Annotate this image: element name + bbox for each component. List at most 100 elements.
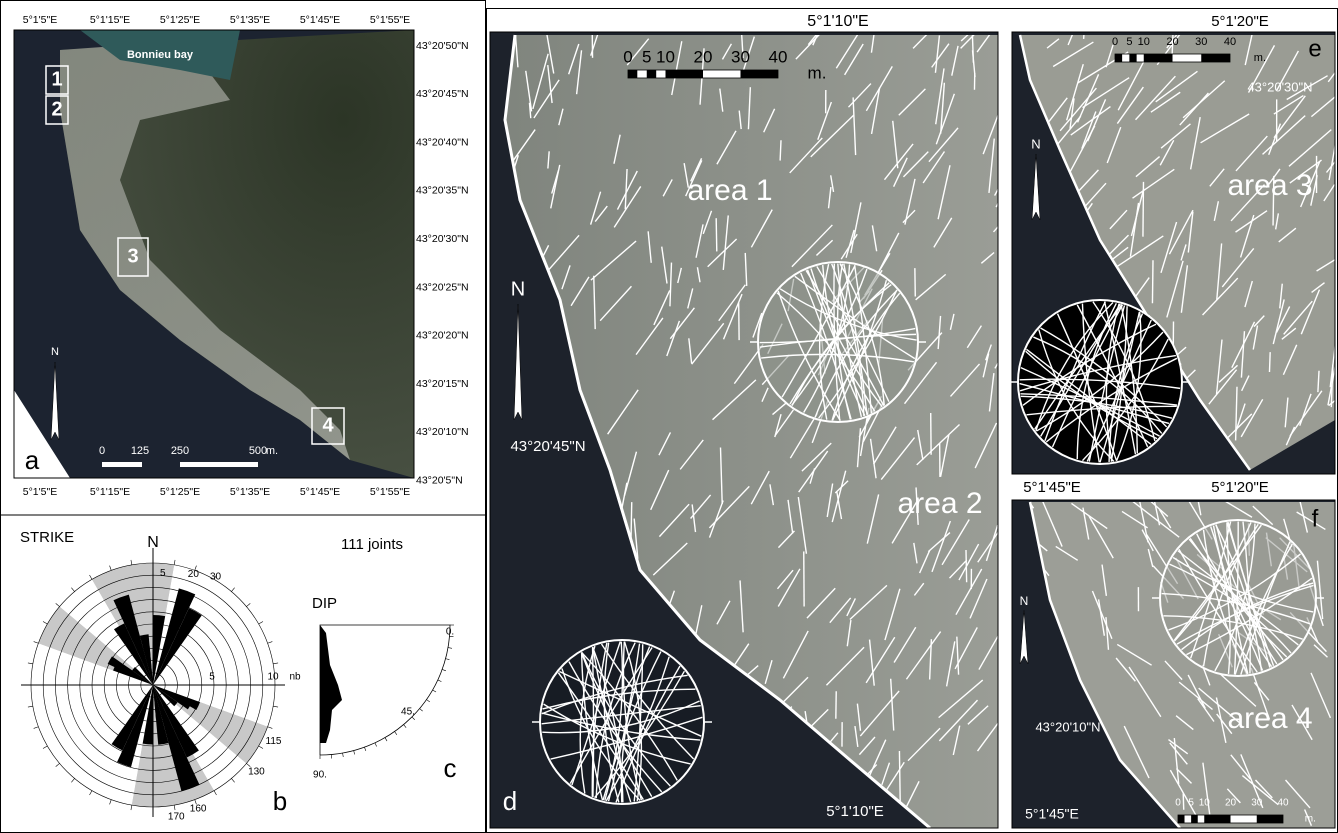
scale-label: m. xyxy=(808,63,827,82)
dip-tick xyxy=(375,743,377,747)
latitude-label: 43°20'30"N xyxy=(416,233,469,245)
dip-tick xyxy=(446,659,450,660)
scale-bar xyxy=(741,70,779,78)
dip-tick xyxy=(343,753,344,757)
rose-tick xyxy=(28,663,33,664)
latitude-label: 43°20'45"N xyxy=(416,88,469,100)
rose-tick xyxy=(131,560,132,565)
rose-tick xyxy=(56,763,60,766)
rose-tick xyxy=(71,588,74,592)
dip-title: DIP xyxy=(312,595,337,612)
dip-tick xyxy=(420,709,423,712)
radius-label: 10 xyxy=(267,672,279,683)
scale-label: 40 xyxy=(769,47,788,66)
longitude-label: 5°1'55"E xyxy=(370,486,410,498)
scale-label: 40 xyxy=(1277,798,1289,809)
rose-tick xyxy=(246,603,250,606)
longitude-label: 5°1'35"E xyxy=(230,486,270,498)
longitude-label: 5°1'25"E xyxy=(160,14,200,26)
strike-label: 5 xyxy=(160,568,166,579)
dip-tick xyxy=(448,648,452,649)
rose-tick xyxy=(268,642,273,644)
scale-bar xyxy=(1115,54,1122,62)
dip-tick xyxy=(385,738,387,741)
longitude-label: 5°1'45"E xyxy=(1023,479,1081,496)
dip-label: 45. xyxy=(401,707,415,718)
scale-label: 20 xyxy=(694,47,713,66)
radius-label: 5 xyxy=(209,672,215,683)
scale-label: 10 xyxy=(1199,798,1211,809)
longitude-label: 5°1'45"E xyxy=(300,486,340,498)
fracture xyxy=(716,218,717,251)
longitude-label: 5°1'15"E xyxy=(90,486,130,498)
longitude-label: 5°1'10"E xyxy=(826,803,884,820)
rose-tick xyxy=(259,622,263,625)
scale-label: 500 xyxy=(249,445,267,457)
site-label: 3 xyxy=(127,245,138,267)
rose-tick xyxy=(110,800,112,805)
rose-tick xyxy=(43,622,47,625)
north-arrow: N xyxy=(1031,136,1040,151)
dip-label: 90. xyxy=(313,770,327,781)
rose-tick xyxy=(231,778,234,782)
longitude-label: 5°1'45"E xyxy=(300,14,340,26)
latitude-label: 43°20'10"N xyxy=(416,426,469,438)
scale-bar xyxy=(1178,815,1185,823)
joint-count: 111 joints xyxy=(341,536,403,553)
fracture xyxy=(966,550,967,582)
north-arrow: N xyxy=(511,278,525,300)
scale-label: 125 xyxy=(131,445,149,457)
latitude-label: 43°20'10"N xyxy=(1035,719,1100,734)
scale-bar xyxy=(628,70,637,78)
scale-label: 0 xyxy=(1112,36,1118,48)
dip-frame xyxy=(320,625,450,755)
dip-tick xyxy=(438,680,442,682)
dip-diagram xyxy=(320,625,454,759)
rose-tick xyxy=(43,746,47,749)
strike-label: 30 xyxy=(210,571,222,582)
latitude-label: 43°20'30"N xyxy=(1247,79,1312,94)
scale-label: 30 xyxy=(731,47,750,66)
site-label: 4 xyxy=(322,414,334,436)
dip-tick xyxy=(404,725,407,728)
panel-label: d xyxy=(503,786,517,816)
scale-bar xyxy=(1191,815,1198,823)
dip-tick xyxy=(426,700,429,702)
fracture xyxy=(1152,260,1153,303)
longitude-label: 5°1'20"E xyxy=(1211,479,1269,496)
north-arrow: N xyxy=(1020,594,1029,608)
latitude-label: 43°20'5"N xyxy=(416,474,463,486)
scale-bar xyxy=(1144,54,1173,62)
area-label: area 2 xyxy=(897,487,982,520)
rose-tick xyxy=(259,746,263,749)
scale-label: m. xyxy=(266,445,278,457)
rose-tick xyxy=(34,642,39,644)
strike-label: 160 xyxy=(190,804,207,815)
scale-label: 20 xyxy=(1225,798,1237,809)
rose-tick xyxy=(268,727,273,729)
latitude-label: 43°20'20"N xyxy=(416,330,469,342)
scale-label: 5 xyxy=(1126,36,1132,48)
rose-tick xyxy=(174,560,175,565)
dip-label: 0. xyxy=(446,627,454,638)
scale-bar xyxy=(1204,815,1230,823)
figure: 5°1'5"E 5°1'15"E 5°1'25"E 5°1'35"E 5°1'45"E 5… xyxy=(0,0,1338,833)
scale-bar xyxy=(1129,54,1136,62)
strike-label: 170 xyxy=(168,812,185,823)
fracture xyxy=(899,751,900,808)
scale-bar xyxy=(666,70,704,78)
latitude-label: 43°20'40"N xyxy=(416,136,469,148)
panel-label: c xyxy=(444,753,457,783)
longitude-label: 5°1'10"E xyxy=(807,13,868,30)
scale-label: 0 xyxy=(623,47,632,66)
longitude-label: 5°1'20"E xyxy=(1211,13,1269,30)
longitude-label: 5°1'15"E xyxy=(90,14,130,26)
latitude-label: 43°20'25"N xyxy=(416,281,469,293)
rose-tick xyxy=(174,805,175,810)
rose-diagram xyxy=(21,548,285,817)
longitude-label: 5°1'35"E xyxy=(230,14,270,26)
fracture xyxy=(1183,793,1184,809)
longitude-label: 5°1'5"E xyxy=(23,486,57,498)
scale-label: 5 xyxy=(1188,798,1194,809)
dip-tick xyxy=(364,747,365,751)
